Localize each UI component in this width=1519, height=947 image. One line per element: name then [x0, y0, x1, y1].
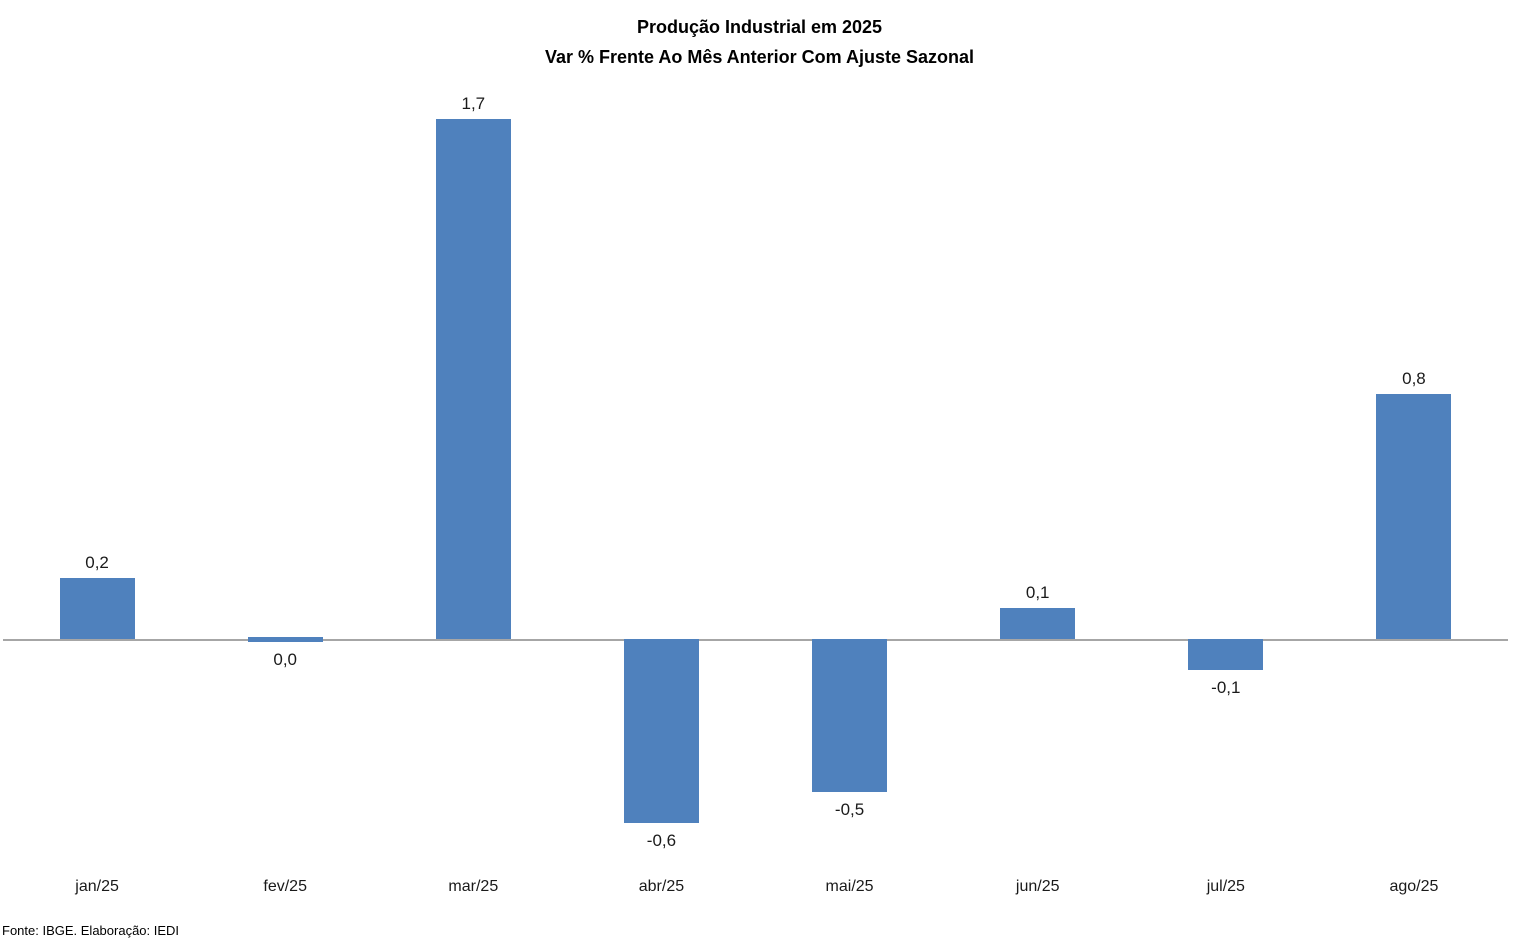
bar-abr-25 — [623, 639, 699, 823]
bar-mar-25 — [435, 118, 511, 639]
bar-value-label-jun-25: 0,1 — [1025, 583, 1050, 603]
bar-value-label-ago-25: 0,8 — [1402, 369, 1426, 389]
x-axis-label-mar-25: mar/25 — [448, 878, 499, 895]
bar-value-label-fev-25: 0,0 — [273, 650, 298, 669]
x-axis-label-jan-25: jan/25 — [75, 878, 119, 895]
x-axis-label-jun-25: jun/25 — [1015, 878, 1060, 895]
x-axis-line — [3, 639, 1508, 641]
bar-jan-25 — [59, 577, 135, 639]
x-axis-label-abr-25: abr/25 — [638, 878, 685, 895]
bar-mai-25 — [812, 639, 888, 792]
chart-title: Produção Industrial em 2025 — [636, 17, 883, 37]
source-note: Fonte: IBGE. Elaboração: IEDI — [2, 923, 180, 938]
chart-title-block: Produção Industrial em 2025 Var % Frente… — [0, 12, 1519, 72]
bar-jun-25 — [1000, 608, 1076, 639]
bar-ago-25 — [1376, 394, 1452, 639]
bar-value-label-jul-25: -0,1 — [1211, 677, 1241, 697]
bar-value-label-mar-25: 1,7 — [461, 93, 486, 113]
chart-subtitle: Var % Frente Ao Mês Anterior Com Ajuste … — [544, 47, 975, 67]
bar-value-label-jan-25: 0,2 — [85, 552, 109, 572]
x-axis-label-ago-25: ago/25 — [1389, 878, 1439, 895]
x-axis-label-mai-25: mai/25 — [825, 878, 874, 895]
bar-fev-25 — [247, 637, 323, 642]
x-axis-label-jul-25: jul/25 — [1206, 878, 1245, 895]
bar-value-label-abr-25: -0,6 — [646, 830, 677, 850]
bar-jul-25 — [1188, 639, 1264, 670]
x-axis-label-fev-25: fev/25 — [263, 878, 307, 895]
bar-value-label-mai-25: -0,5 — [834, 800, 865, 819]
